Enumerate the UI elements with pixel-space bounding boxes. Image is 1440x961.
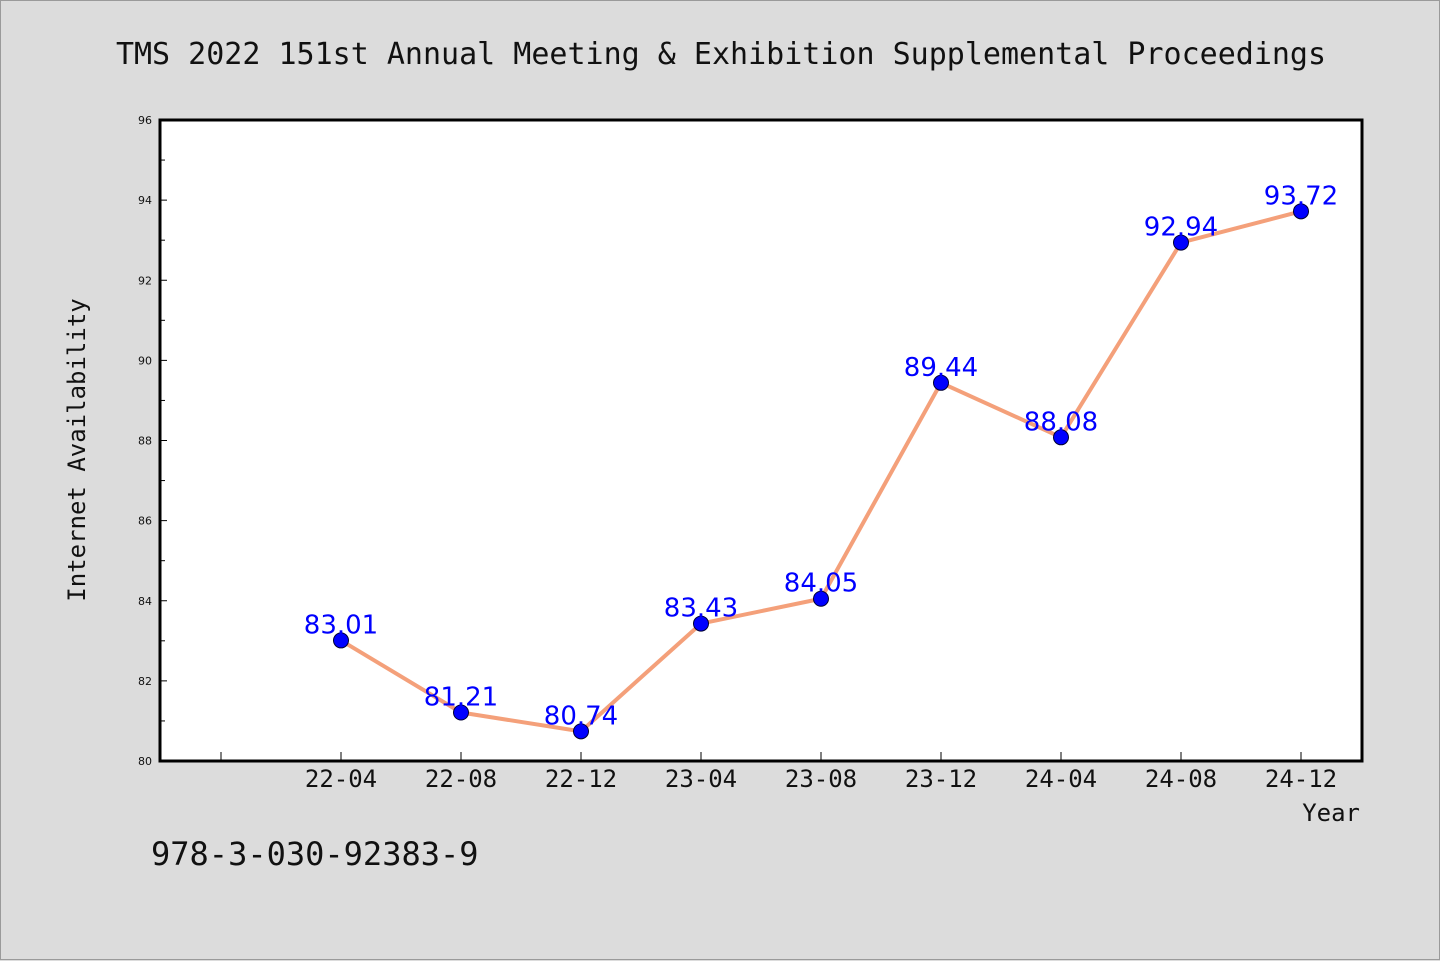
y-tick-label: 92 bbox=[138, 274, 152, 287]
data-label: 84.05 bbox=[784, 569, 858, 599]
data-point-marker bbox=[1173, 234, 1189, 251]
y-tick-label: 86 bbox=[138, 515, 152, 528]
data-label: 88.08 bbox=[1024, 407, 1098, 437]
y-tick-label: 82 bbox=[138, 675, 152, 688]
isbn-text: 978-3-030-92383-9 bbox=[151, 835, 479, 873]
x-tick-label: 23-12 bbox=[905, 765, 977, 793]
data-label: 92.94 bbox=[1144, 213, 1218, 243]
x-tick-label: 24-08 bbox=[1145, 765, 1217, 793]
y-tick-label: 80 bbox=[138, 755, 152, 768]
data-label: 83.01 bbox=[304, 610, 378, 640]
x-tick-label: 24-04 bbox=[1025, 765, 1097, 793]
x-tick-label: 22-04 bbox=[305, 765, 377, 793]
y-axis: 80 82 84 86 88 90 92 94 96 bbox=[138, 114, 167, 768]
data-label: 81.21 bbox=[424, 683, 498, 713]
y-axis-title: Internet Availability bbox=[63, 298, 91, 601]
data-point-marker bbox=[1293, 203, 1309, 220]
series-layer bbox=[333, 203, 1309, 740]
y-tick-label: 94 bbox=[138, 194, 152, 207]
y-tick-label: 88 bbox=[138, 435, 152, 448]
y-tick-label: 90 bbox=[138, 354, 152, 367]
data-point-marker bbox=[453, 704, 469, 721]
data-point-marker bbox=[333, 632, 349, 649]
data-point-marker bbox=[933, 374, 949, 391]
x-tick-label: 23-04 bbox=[665, 765, 737, 793]
data-label-layer: 83.01 81.21 80.74 83.43 84.05 89.44 88.08 92.94… bbox=[304, 181, 1338, 731]
data-point-marker bbox=[1053, 429, 1069, 446]
data-label: 89.44 bbox=[904, 353, 978, 383]
x-tick-label: 22-08 bbox=[425, 765, 497, 793]
data-label: 93.72 bbox=[1264, 181, 1338, 211]
data-label: 80.74 bbox=[544, 701, 618, 731]
data-label: 83.43 bbox=[664, 594, 738, 624]
x-tick-label: 24-12 bbox=[1265, 765, 1337, 793]
data-point-marker bbox=[573, 723, 589, 740]
data-point-marker bbox=[693, 615, 709, 632]
y-tick-label: 84 bbox=[138, 595, 152, 608]
x-axis: 22-04 22-08 22-12 23-04 23-08 23-12 24-04 24-08… bbox=[220, 752, 1337, 793]
chart-title: TMS 2022 151st Annual Meeting & Exhibiti… bbox=[116, 37, 1326, 72]
data-point-marker bbox=[813, 590, 829, 607]
x-axis-title: Year bbox=[1302, 799, 1360, 827]
x-tick-label: 23-08 bbox=[785, 765, 857, 793]
y-tick-label: 96 bbox=[138, 114, 152, 127]
x-tick-label: 22-12 bbox=[545, 765, 617, 793]
